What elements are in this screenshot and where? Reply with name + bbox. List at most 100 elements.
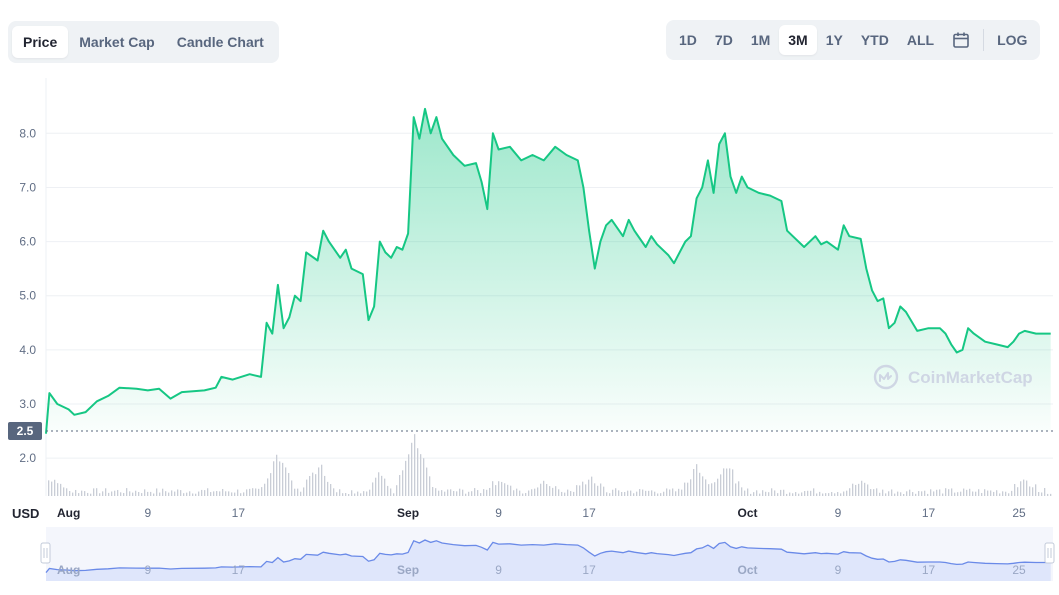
volume-bar bbox=[336, 492, 338, 496]
volume-bar bbox=[750, 493, 752, 496]
range-3m-button[interactable]: 3M bbox=[779, 25, 817, 55]
volume-bar bbox=[648, 490, 650, 496]
volume-bar bbox=[951, 488, 953, 496]
volume-bar bbox=[579, 485, 581, 496]
volume-bar bbox=[1026, 480, 1028, 496]
volume-bar bbox=[1008, 493, 1010, 496]
volume-bar bbox=[555, 486, 557, 496]
volume-bar bbox=[435, 488, 437, 496]
volume-bar bbox=[387, 485, 389, 496]
volume-bar bbox=[474, 488, 476, 496]
volume-bar bbox=[282, 462, 284, 496]
volume-bar bbox=[198, 491, 200, 496]
volume-bar bbox=[342, 493, 344, 496]
volume-bar bbox=[621, 491, 623, 496]
tab-market-cap[interactable]: Market Cap bbox=[68, 26, 165, 58]
volume-bar bbox=[819, 491, 821, 496]
volume-bar bbox=[234, 492, 236, 496]
calendar-icon bbox=[953, 32, 969, 48]
x-tick-label: 9 bbox=[495, 506, 502, 520]
range-1m-button[interactable]: 1M bbox=[742, 25, 779, 55]
volume-bar bbox=[408, 454, 410, 496]
volume-bar bbox=[885, 493, 887, 496]
volume-bar bbox=[669, 489, 671, 496]
volume-bar bbox=[927, 493, 929, 496]
volume-bar bbox=[279, 461, 281, 496]
range-navigator[interactable]: Aug 9 17 Sep 9 17 Oct 9 17 25 bbox=[40, 527, 1055, 581]
volume-bar bbox=[297, 488, 299, 496]
volume-bar bbox=[57, 483, 59, 496]
volume-bar bbox=[981, 492, 983, 496]
volume-bar bbox=[582, 481, 584, 496]
volume-bar bbox=[804, 491, 806, 496]
volume-bar bbox=[120, 492, 122, 496]
range-1y-button[interactable]: 1Y bbox=[817, 25, 852, 55]
volume-bar bbox=[663, 491, 665, 496]
volume-bar bbox=[486, 489, 488, 496]
volume-bar bbox=[705, 479, 707, 496]
volume-bar bbox=[63, 487, 65, 496]
volume-bar bbox=[573, 491, 575, 496]
volume-bar bbox=[1014, 484, 1016, 496]
volume-bar bbox=[396, 485, 398, 496]
x-tick-label: 17 bbox=[922, 506, 936, 520]
volume-bar bbox=[87, 492, 89, 496]
volume-bar bbox=[165, 491, 167, 496]
volume-bar bbox=[231, 492, 233, 496]
volume-bar bbox=[303, 487, 305, 496]
range-7d-button[interactable]: 7D bbox=[706, 25, 742, 55]
volume-bar bbox=[891, 489, 893, 496]
volume-bar bbox=[495, 485, 497, 496]
volume-bar bbox=[549, 486, 551, 496]
tab-price[interactable]: Price bbox=[12, 26, 69, 58]
volume-bar bbox=[72, 492, 74, 496]
volume-bar bbox=[777, 493, 779, 496]
volume-bar bbox=[537, 487, 539, 496]
range-1d-button[interactable]: 1D bbox=[670, 25, 706, 55]
volume-bar bbox=[117, 489, 119, 496]
range-selector: 1D 7D 1M 3M 1Y YTD ALL LOG bbox=[666, 20, 1041, 60]
volume-bar bbox=[948, 489, 950, 496]
navigator-left-handle[interactable] bbox=[40, 542, 51, 564]
y-tick-label: 8.0 bbox=[19, 126, 36, 140]
volume-bar bbox=[693, 469, 695, 496]
volume-bar bbox=[243, 492, 245, 496]
calendar-button[interactable] bbox=[943, 25, 979, 55]
volume-bar bbox=[1044, 488, 1046, 496]
volume-bar bbox=[828, 493, 830, 496]
volume-bar bbox=[228, 491, 230, 496]
range-ytd-button[interactable]: YTD bbox=[852, 25, 898, 55]
volume-bar bbox=[348, 493, 350, 496]
volume-bar bbox=[252, 488, 254, 496]
navigator-x-tick-label: 25 bbox=[1012, 563, 1026, 577]
y-tick-label: 5.0 bbox=[19, 289, 36, 303]
log-scale-button[interactable]: LOG bbox=[988, 25, 1036, 55]
volume-bar bbox=[912, 492, 914, 496]
volume-bar bbox=[654, 491, 656, 496]
volume-bar bbox=[633, 493, 635, 496]
volume-bar bbox=[171, 490, 173, 496]
volume-bar bbox=[741, 487, 743, 496]
volume-bar bbox=[264, 483, 266, 496]
volume-bar bbox=[375, 477, 377, 496]
volume-bar bbox=[594, 483, 596, 496]
volume-bar bbox=[471, 491, 473, 496]
volume-bar bbox=[156, 488, 158, 496]
volume-bar bbox=[1038, 492, 1040, 496]
navigator-x-tick-label: 17 bbox=[232, 563, 246, 577]
volume-bar bbox=[591, 476, 593, 496]
volume-bar bbox=[438, 490, 440, 496]
volume-bar bbox=[609, 493, 611, 496]
volume-bar bbox=[876, 488, 878, 496]
volume-bar bbox=[720, 474, 722, 496]
volume-bar bbox=[699, 472, 701, 496]
tab-candle-chart[interactable]: Candle Chart bbox=[166, 26, 275, 58]
volume-bar bbox=[639, 489, 641, 496]
volume-bar bbox=[810, 490, 812, 496]
volume-bar bbox=[630, 490, 632, 496]
volume-bar bbox=[606, 492, 608, 496]
navigator-right-handle[interactable] bbox=[1044, 542, 1055, 564]
range-all-button[interactable]: ALL bbox=[898, 25, 943, 55]
volume-bar bbox=[258, 488, 260, 496]
